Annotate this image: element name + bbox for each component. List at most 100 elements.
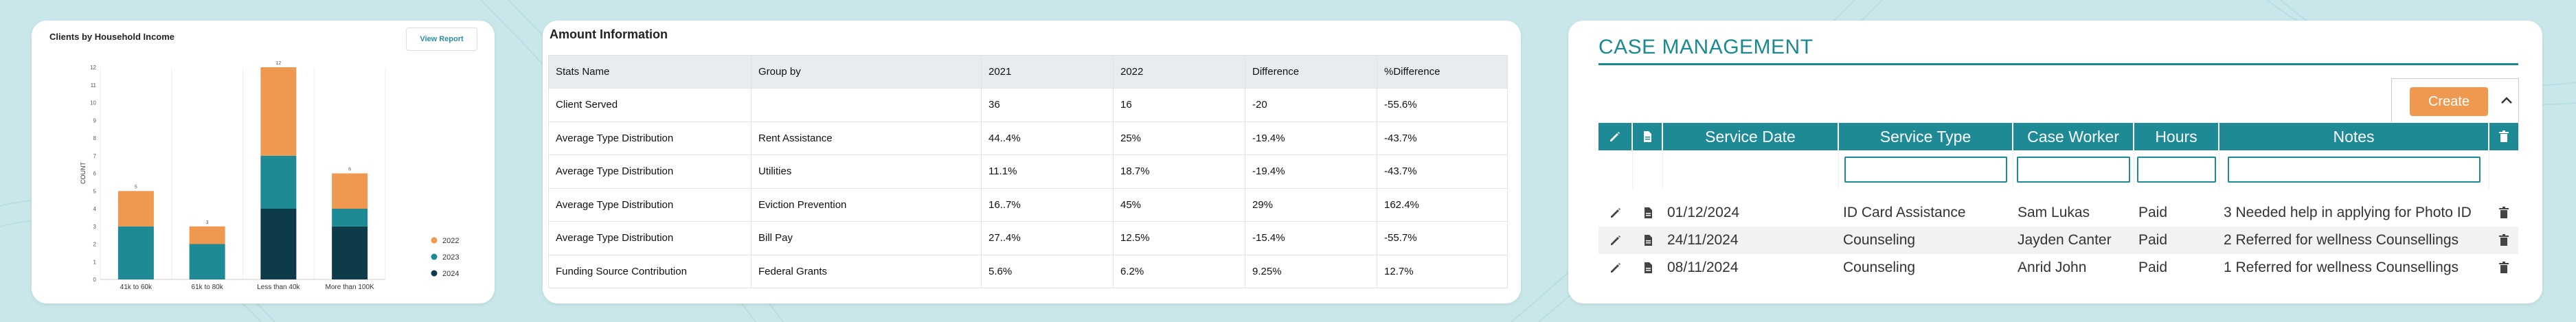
document-icon[interactable] bbox=[1633, 254, 1663, 281]
amount-row: Average Type Distribution Bill Pay 27..4% 1… bbox=[548, 221, 1508, 255]
amount-header-row: Stats Name Group by 2021 2022 Difference… bbox=[548, 55, 1508, 89]
amount-cell: 44..4% bbox=[981, 121, 1114, 155]
hours-filter-cell bbox=[2134, 150, 2219, 188]
filter-spacer bbox=[2489, 150, 2518, 188]
amount-cell: -19.4% bbox=[1245, 121, 1377, 155]
service-date-link[interactable]: 24/11/2024 bbox=[1667, 232, 1739, 248]
column-header: Stats Name bbox=[548, 55, 752, 89]
case-title: CASE MANAGEMENT bbox=[1598, 36, 1814, 58]
bar-segment-2023 bbox=[260, 155, 297, 209]
service-type-header[interactable]: Service Type bbox=[1839, 123, 2013, 150]
y-tick-label: 8 bbox=[93, 135, 97, 141]
legend-label: 2023 bbox=[442, 253, 459, 262]
amount-cell: Rent Assistance bbox=[751, 121, 982, 155]
service-type-cell: Counseling bbox=[1843, 232, 1916, 248]
edit-icon[interactable] bbox=[1598, 254, 1633, 281]
notes-header[interactable]: Notes bbox=[2219, 123, 2489, 150]
case-management-card: CASE MANAGEMENT Create Service Date Serv… bbox=[1568, 21, 2542, 303]
document-icon[interactable] bbox=[1633, 199, 1663, 227]
legend-label: 2024 bbox=[442, 270, 459, 278]
x-tick-label: Less than 40k bbox=[257, 284, 300, 291]
service-date-link[interactable]: 01/12/2024 bbox=[1667, 205, 1740, 220]
legend-label: 2022 bbox=[442, 237, 459, 245]
amount-cell: 9.25% bbox=[1245, 254, 1377, 288]
x-tick-label: More than 100K bbox=[326, 284, 374, 291]
amount-cell: 16..7% bbox=[981, 187, 1114, 222]
document-icon[interactable] bbox=[1633, 227, 1663, 254]
notes-filter-input[interactable] bbox=[2227, 156, 2481, 183]
amount-cell: 11.1% bbox=[981, 154, 1114, 189]
y-tick-label: 3 bbox=[93, 224, 97, 230]
service-date-link[interactable]: 08/11/2024 bbox=[1667, 260, 1739, 275]
hours-cell: Paid bbox=[2138, 260, 2168, 275]
amount-cell: Average Type Distribution bbox=[548, 121, 752, 155]
amount-row: Funding Source Contribution Federal Grant… bbox=[548, 254, 1508, 288]
create-panel: Create bbox=[2391, 78, 2519, 122]
amount-cell: -55.6% bbox=[1377, 88, 1508, 122]
column-header: 2021 bbox=[981, 55, 1114, 89]
y-tick-label: 0 bbox=[93, 277, 97, 283]
amount-cell: -15.4% bbox=[1245, 221, 1377, 255]
amount-cell: 6.2% bbox=[1113, 254, 1245, 288]
amount-cell: 16 bbox=[1113, 88, 1245, 122]
trash-icon[interactable] bbox=[2489, 199, 2518, 227]
bar-total-label: 12 bbox=[275, 61, 281, 66]
amount-cell: 5.6% bbox=[981, 254, 1114, 288]
amount-cell: Average Type Distribution bbox=[548, 187, 752, 222]
bar-segment-2022 bbox=[260, 67, 297, 156]
legend-swatch bbox=[431, 253, 438, 260]
chart-title: Clients by Household Income bbox=[49, 32, 175, 42]
filter-spacer bbox=[1598, 150, 1633, 188]
create-button[interactable]: Create bbox=[2410, 87, 2488, 116]
edit-icon[interactable] bbox=[1598, 199, 1633, 227]
amount-cell: -20 bbox=[1245, 88, 1377, 122]
case-worker-cell: Jayden Canter bbox=[2018, 232, 2112, 248]
amount-row: Average Type Distribution Eviction Preven… bbox=[548, 187, 1508, 222]
bar-total-label: 5 bbox=[135, 185, 137, 189]
case-worker-filter-cell bbox=[2013, 150, 2134, 188]
y-tick-label: 5 bbox=[93, 188, 97, 194]
y-tick-label: 1 bbox=[93, 259, 97, 265]
amount-cell: Federal Grants bbox=[751, 254, 982, 288]
bar-segment-2023 bbox=[332, 209, 368, 227]
y-tick-label: 11 bbox=[91, 82, 97, 89]
view-report-button[interactable]: View Report bbox=[406, 27, 477, 51]
bar-segment-2022 bbox=[332, 173, 368, 209]
trash-icon[interactable] bbox=[2489, 254, 2518, 281]
amount-information-card: Amount Information Stats Name Group by 2… bbox=[543, 21, 1521, 303]
amount-table: Stats Name Group by 2021 2022 Difference… bbox=[548, 55, 1508, 288]
service-type-cell: Counseling bbox=[1843, 260, 1916, 275]
amount-cell: 162.4% bbox=[1377, 187, 1508, 222]
amount-cell: 45% bbox=[1113, 187, 1245, 222]
amount-cell: 12.5% bbox=[1113, 221, 1245, 255]
hours-filter-input[interactable] bbox=[2136, 156, 2217, 183]
service-date-header[interactable]: Service Date bbox=[1663, 123, 1839, 150]
amount-cell: Funding Source Contribution bbox=[548, 254, 752, 288]
hours-header[interactable]: Hours bbox=[2134, 123, 2219, 150]
y-tick-label: 4 bbox=[93, 206, 97, 212]
trash-icon[interactable] bbox=[2489, 227, 2518, 254]
bar-total-label: 6 bbox=[348, 168, 351, 172]
bar-segment-2024 bbox=[260, 209, 297, 279]
case-worker-header[interactable]: Case Worker bbox=[2013, 123, 2134, 150]
bar-segment-2024 bbox=[332, 226, 368, 279]
x-tick-label: 61k to 80k bbox=[192, 284, 224, 291]
x-tick-label: 41k to 60k bbox=[120, 284, 152, 291]
amount-row: Client Served 36 16 -20 -55.6% bbox=[548, 88, 1508, 122]
case-worker-cell: Sam Lukas bbox=[2018, 205, 2090, 220]
chevron-up-icon[interactable] bbox=[2500, 93, 2513, 108]
amount-cell: -55.7% bbox=[1377, 221, 1508, 255]
y-tick-label: 12 bbox=[90, 65, 96, 71]
amount-cell: 27..4% bbox=[981, 221, 1114, 255]
amount-row: Average Type Distribution Rent Assistance… bbox=[548, 121, 1508, 155]
y-tick-label: 7 bbox=[93, 153, 97, 159]
edit-icon[interactable] bbox=[1598, 227, 1633, 254]
amount-cell: Average Type Distribution bbox=[548, 221, 752, 255]
hours-cell: Paid bbox=[2138, 205, 2168, 220]
y-axis-label: COUNT bbox=[80, 162, 87, 184]
service-type-filter-input[interactable] bbox=[1844, 156, 2008, 183]
case-worker-filter-input[interactable] bbox=[2017, 156, 2130, 183]
amount-cell: -19.4% bbox=[1245, 154, 1377, 189]
bar-segment-2023 bbox=[189, 244, 225, 279]
case-worker-cell: Anrid John bbox=[2018, 260, 2087, 275]
